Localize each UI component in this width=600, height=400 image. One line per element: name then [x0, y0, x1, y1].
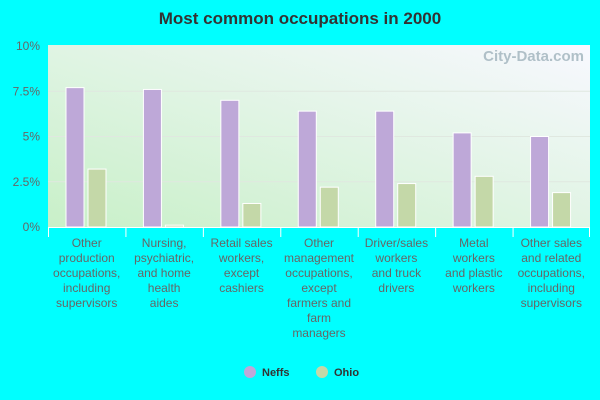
x-category-label: Nursing, [142, 236, 187, 250]
x-category-label: and plastic [445, 266, 502, 280]
y-tick-label: 2.5% [13, 175, 41, 189]
x-category-label: workers [452, 281, 495, 295]
chart-title: Most common occupations in 2000 [159, 9, 441, 28]
x-category-label: workers [452, 251, 495, 265]
bar-ohio [474, 175, 494, 228]
x-category-label: aides [150, 296, 179, 310]
x-category-label: farm [307, 311, 331, 325]
bar-neffs [375, 110, 395, 228]
x-category-label: farmers and [287, 296, 351, 310]
y-tick-label: 7.5% [13, 84, 41, 98]
x-category-label: drivers [378, 281, 414, 295]
x-category-label: Retail sales [211, 236, 273, 250]
x-category-label: Other sales [521, 236, 582, 250]
bar-neffs [220, 99, 240, 228]
x-category-label: supervisors [521, 296, 582, 310]
bar-neffs [530, 136, 550, 228]
x-category-label: workers, [218, 251, 264, 265]
bar-ohio [552, 192, 572, 228]
x-category-label: health [148, 281, 181, 295]
bar-ohio [242, 202, 262, 228]
x-category-label: Other [304, 236, 334, 250]
y-tick-label: 5% [23, 130, 41, 144]
x-category-label: occupations, [285, 266, 352, 280]
x-category-label: except [224, 266, 260, 280]
y-tick-label: 10% [16, 39, 40, 53]
x-category-label: including [528, 281, 575, 295]
legend-label: Ohio [334, 367, 359, 379]
watermark: City-Data.com [483, 48, 584, 65]
bar-neffs [297, 110, 317, 228]
bar-neffs [142, 88, 162, 228]
legend-swatch-ohio [316, 366, 328, 378]
bar-ohio [319, 186, 339, 228]
x-category-label: supervisors [56, 296, 117, 310]
bar-neffs [452, 132, 472, 228]
bar-ohio [164, 224, 184, 228]
x-category-label: occupations, [53, 266, 120, 280]
bar-ohio [87, 168, 107, 228]
bar-neffs [65, 87, 85, 228]
x-category-label: and related [521, 251, 581, 265]
x-category-label: cashiers [219, 281, 264, 295]
x-category-label: Driver/sales [365, 236, 428, 250]
x-category-label: management [284, 251, 355, 265]
legend-label: Neffs [262, 367, 290, 379]
x-category-label: except [301, 281, 337, 295]
legend-swatch-neffs [244, 366, 256, 378]
x-category-label: production [59, 251, 115, 265]
x-category-label: occupations, [518, 266, 585, 280]
x-category-label: managers [292, 326, 345, 340]
x-category-label: Other [72, 236, 102, 250]
y-tick-label: 0% [23, 220, 41, 234]
x-category-label: workers [374, 251, 417, 265]
x-category-label: including [63, 281, 110, 295]
x-category-label: and truck [372, 266, 422, 280]
x-category-label: psychiatric, [134, 251, 194, 265]
x-category-label: and home [137, 266, 191, 280]
x-category-label: Metal [459, 236, 488, 250]
bar-ohio [397, 183, 417, 228]
